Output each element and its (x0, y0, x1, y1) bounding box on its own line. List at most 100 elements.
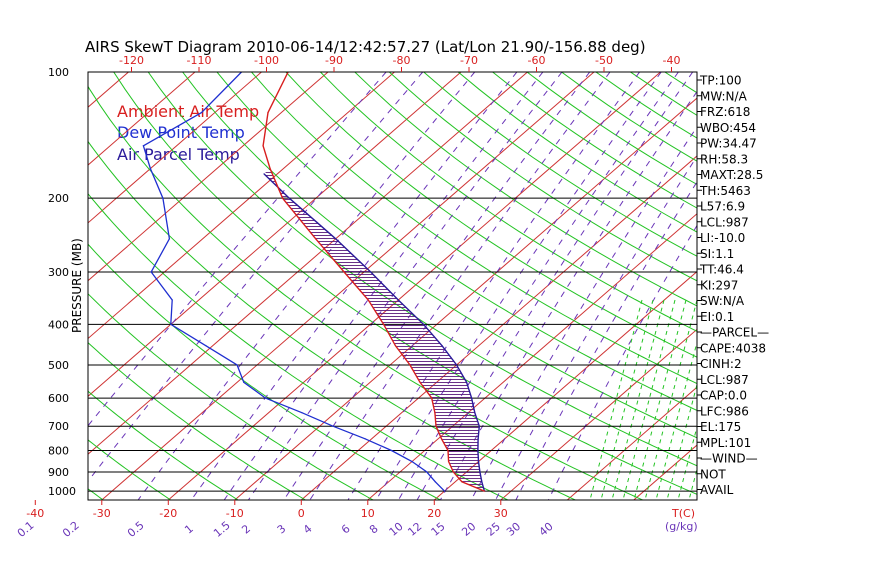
air-parcel-temp-point (423, 324, 424, 325)
index-entry: WBO:454 (700, 121, 756, 135)
bottom-temp-tick-label: -40 (26, 507, 44, 520)
top-temp-tick-label: -100 (254, 54, 279, 67)
dew-point-temp-point (170, 324, 171, 325)
index-entry: FRZ:618 (700, 105, 750, 119)
top-temp-tick-label: -80 (393, 54, 411, 67)
ambient-air-temp-point (343, 271, 344, 272)
air-parcel-temp-point (398, 299, 399, 300)
ambient-air-temp-point (431, 398, 432, 399)
top-temp-tick-label: -110 (187, 54, 212, 67)
air-parcel-temp-point (481, 481, 482, 482)
mixing-ratio-line (348, 72, 640, 500)
mixing-ratio-label: 0.2 (60, 519, 82, 540)
top-temp-tick-label: -90 (325, 54, 343, 67)
bottom-temp-tick-label: 10 (361, 507, 375, 520)
dew-point-temp-point (243, 382, 244, 383)
air-parcel-temp-point (479, 426, 480, 427)
mixing-ratio-label: 8 (367, 522, 381, 536)
mixing-ratio-label: 1 (182, 522, 196, 536)
bottom-temp-tick-label: -20 (159, 507, 177, 520)
index-entry: MAXT:28.5 (700, 168, 763, 182)
dry-adiabat-line (10, 72, 507, 500)
index-entry: EL:175 (700, 420, 741, 434)
ambient-air-temp-point (448, 461, 449, 462)
ambient-air-temp-point (282, 198, 283, 199)
mixing-ratio-label: 15 (429, 520, 448, 539)
ambient-air-temp-point (419, 382, 420, 383)
ambient-air-temp-point (453, 471, 454, 472)
index-entry: L57:6.9 (700, 200, 745, 214)
ambient-air-temp-point (267, 112, 268, 113)
legend-dew-point-temp: Dew Point Temp (117, 123, 245, 142)
pressure-tick-label: 500 (48, 359, 69, 372)
mixing-ratio-label: 25 (484, 520, 503, 539)
dew-point-temp-point (150, 168, 151, 169)
pressure-tick-label: 800 (48, 445, 69, 458)
dew-point-temp-point (301, 412, 302, 413)
index-entry: EI:0.1 (700, 310, 734, 324)
dew-point-temp-point (172, 299, 173, 300)
dew-point-temp-point (265, 398, 266, 399)
isotherm-line (0, 72, 62, 500)
ambient-air-temp-point (434, 412, 435, 413)
mixing-ratio-label: 10 (387, 520, 406, 539)
pressure-tick-label: 700 (48, 420, 69, 433)
dew-point-temp-point (151, 271, 152, 272)
dry-adiabat-line (665, 72, 870, 500)
dew-point-temp-point (391, 450, 392, 451)
dew-point-temp-point (143, 145, 144, 146)
index-entry: MW:N/A (700, 89, 748, 103)
dry-adiabat-line (217, 72, 870, 500)
y-axis-label: PRESSURE (MB) (70, 238, 84, 333)
ambient-air-temp-point (395, 345, 396, 346)
temp-unit-label: T(C) (671, 507, 695, 520)
mixing-ratio-label: 40 (537, 520, 556, 539)
mixing-ratio-label: 0.1 (15, 519, 37, 540)
top-temp-tick-label: -40 (663, 54, 681, 67)
air-parcel-temp-point (335, 238, 336, 239)
air-parcel-temp-point (370, 271, 371, 272)
ambient-air-temp-point (447, 450, 448, 451)
dew-point-temp-point (435, 481, 436, 482)
pressure-tick-label: 100 (48, 66, 69, 79)
bottom-temp-tick-label: -30 (93, 507, 111, 520)
moist-adiabat-line (623, 300, 675, 500)
mixing-unit-label: (g/kg) (665, 520, 698, 533)
ambient-air-temp-point (435, 426, 436, 427)
mixing-ratio-label: 30 (504, 520, 523, 539)
index-entry: LCL:987 (700, 373, 749, 387)
air-parcel-temp-point (289, 198, 290, 199)
dew-point-temp-point (162, 198, 163, 199)
moist-adiabat-line (612, 300, 664, 500)
ambient-air-temp-point (315, 238, 316, 239)
dew-point-temp-point (237, 364, 238, 365)
air-parcel-temp-point (466, 382, 467, 383)
pressure-tick-label: 300 (48, 266, 69, 279)
index-entry: TT:46.4 (699, 263, 744, 277)
top-temp-tick-label: -60 (528, 54, 546, 67)
mixing-ratio-label: 0.5 (125, 519, 147, 540)
mixing-ratio-label: 20 (459, 520, 478, 539)
index-entry: CINH:2 (700, 357, 742, 371)
top-temp-tick-label: -50 (595, 54, 613, 67)
mixing-ratio-label: 1.5 (211, 519, 233, 540)
index-entry: LCL:987 (700, 215, 749, 229)
air-parcel-temp-point (477, 450, 478, 451)
index-entry: —WIND— (700, 452, 758, 466)
index-entry: TP:100 (699, 74, 742, 88)
mixing-ratio-label: 2 (239, 522, 253, 536)
ambient-air-temp-point (441, 438, 442, 439)
dry-adiabat-line (424, 72, 870, 500)
dew-point-temp-point (201, 112, 202, 113)
mixing-ratio-label: 4 (301, 522, 315, 536)
mixing-ratio-label: 6 (339, 522, 353, 536)
dry-adiabat-line (252, 72, 870, 500)
top-temp-tick-label: -70 (460, 54, 478, 67)
legend-ambient-air-temp: Ambient Air Temp (117, 102, 259, 121)
index-entry: RH:58.3 (700, 152, 748, 166)
index-entry: PW:34.47 (700, 137, 757, 151)
index-entry: AVAIL (700, 483, 734, 497)
